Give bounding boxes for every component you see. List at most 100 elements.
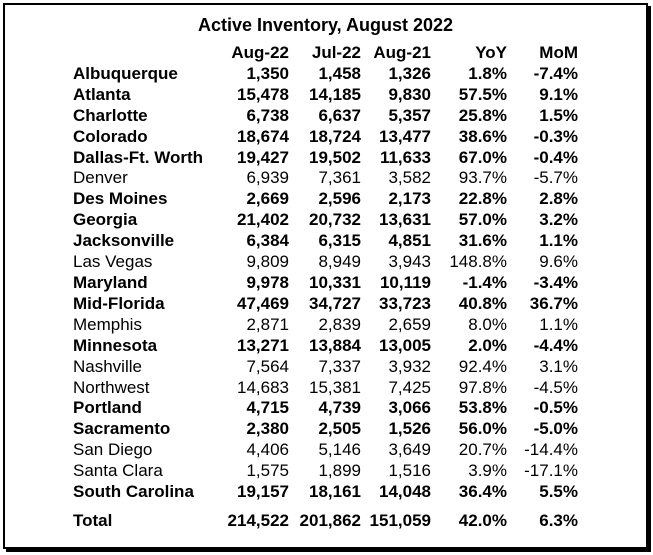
cell-jul22: 1,899 (318, 461, 361, 481)
cell-aug22: 9,978 (246, 272, 289, 292)
cell-yoy: 31.6% (458, 231, 507, 251)
cell-mom: 5.5% (539, 482, 578, 502)
cell-yoy: 2.0% (468, 335, 507, 355)
cell-mom: -7.4% (533, 63, 578, 83)
cell-name: Mid-Florida (73, 293, 165, 313)
cell-name: Georgia (73, 210, 138, 230)
table-row: Charlotte 6,738 6,637 5,357 25.8% 1.5% (69, 106, 578, 127)
cell-aug22: 4,406 (246, 440, 289, 460)
cell-jul22: 4,739 (318, 398, 361, 418)
cell-jul22: 7,361 (318, 168, 361, 188)
cell-jul22: 34,727 (309, 293, 361, 313)
cell-aug21: 3,582 (388, 168, 431, 188)
cell-name: San Diego (73, 440, 153, 460)
cell-jul22: 2,596 (318, 189, 361, 209)
cell-yoy: 92.4% (458, 356, 507, 376)
cell-aug21: 4,851 (388, 231, 431, 251)
table-title: Active Inventory, August 2022 (197, 15, 454, 35)
cell-aug21: 1,526 (388, 419, 431, 439)
cell-mom: 2.8% (539, 189, 578, 209)
cell-aug22: 7,564 (246, 356, 289, 376)
cell-aug22: 13,271 (237, 335, 289, 355)
cell-aug22: 6,384 (246, 231, 289, 251)
cell-name: Albuquerque (73, 63, 178, 83)
cell-mom: 36.7% (529, 293, 578, 313)
header-mom: MoM (539, 43, 578, 62)
cell-name: Northwest (73, 377, 150, 397)
cell-aug22: 14,683 (237, 377, 289, 397)
total-row: Total 214,522 201,862 151,059 42.0% 6.3% (69, 511, 578, 532)
cell-name: Maryland (73, 272, 148, 292)
cell-name: South Carolina (73, 482, 194, 502)
cell-aug21: 10,119 (379, 272, 431, 292)
cell-mom: -0.4% (533, 147, 578, 167)
cell-mom: -4.5% (533, 377, 578, 397)
cell-jul22: 8,949 (318, 252, 361, 272)
cell-aug22: 2,871 (246, 314, 289, 334)
table-row: Minnesota 13,271 13,884 13,005 2.0% -4.4% (69, 336, 578, 357)
cell-aug21: 151,059 (369, 510, 431, 530)
cell-mom: -0.3% (533, 126, 578, 146)
cell-aug22: 19,427 (237, 147, 289, 167)
cell-jul22: 14,185 (309, 84, 361, 104)
cell-yoy: 1.8% (468, 63, 507, 83)
header-yoy: YoY (475, 43, 507, 62)
cell-yoy: -1.4% (462, 272, 507, 292)
table-row: Colorado 18,674 18,724 13,477 38.6% -0.3% (69, 127, 578, 148)
cell-yoy: 53.8% (458, 398, 507, 418)
cell-aug21: 3,943 (388, 252, 431, 272)
cell-name: Memphis (73, 314, 142, 334)
cell-yoy: 97.8% (458, 377, 507, 397)
cell-aug22: 2,669 (246, 189, 289, 209)
header-jul22: Jul-22 (311, 43, 361, 62)
cell-yoy: 40.8% (458, 293, 507, 313)
cell-name: Minnesota (73, 335, 158, 355)
header-name (69, 43, 223, 64)
cell-yoy: 3.9% (468, 461, 507, 481)
cell-name: Sacramento (73, 419, 171, 439)
cell-name: Denver (73, 168, 128, 188)
cell-aug21: 14,048 (379, 482, 431, 502)
cell-aug22: 18,674 (237, 126, 289, 146)
cell-aug21: 5,357 (388, 105, 431, 125)
table-row: Atlanta 15,478 14,185 9,830 57.5% 9.1% (69, 85, 578, 106)
table-row: Northwest 14,683 15,381 7,425 97.8% -4.5% (69, 378, 578, 399)
table-row: Nashville 7,564 7,337 3,932 92.4% 3.1% (69, 357, 578, 378)
cell-jul22: 201,862 (299, 510, 361, 530)
cell-name: Nashville (73, 356, 142, 376)
cell-mom: -17.1% (524, 461, 578, 481)
cell-jul22: 2,505 (318, 419, 361, 439)
cell-mom: -0.5% (533, 398, 578, 418)
cell-mom: 9.6% (539, 252, 578, 272)
cell-mom: 1.1% (539, 314, 578, 334)
cell-yoy: 25.8% (458, 105, 507, 125)
cell-jul22: 6,315 (318, 231, 361, 251)
cell-yoy: 56.0% (458, 419, 507, 439)
cell-name: Jacksonville (73, 231, 175, 251)
cell-name: Portland (73, 398, 142, 418)
cell-mom: 6.3% (539, 510, 578, 530)
cell-aug21: 33,723 (379, 293, 431, 313)
cell-name: Dallas-Ft. Worth (73, 147, 204, 167)
cell-jul22: 18,724 (309, 126, 361, 146)
cell-jul22: 15,381 (309, 377, 361, 397)
spacer-row (69, 503, 578, 511)
cell-mom: 9.1% (539, 84, 578, 104)
table-row: Dallas-Ft. Worth 19,427 19,502 11,633 67.0% -… (69, 148, 578, 169)
cell-aug21: 2,659 (388, 314, 431, 334)
cell-aug22: 1,350 (246, 63, 289, 83)
cell-mom: -5.7% (533, 168, 578, 188)
cell-yoy: 57.5% (458, 84, 507, 104)
table-row: Las Vegas 9,809 8,949 3,943 148.8% 9.6% (69, 252, 578, 273)
cell-aug21: 3,649 (388, 440, 431, 460)
cell-yoy: 148.8% (449, 252, 507, 272)
header-aug21: Aug-21 (373, 43, 431, 62)
cell-aug22: 15,478 (237, 84, 289, 104)
table-row: Denver 6,939 7,361 3,582 93.7% -5.7% (69, 168, 578, 189)
cell-aug22: 47,469 (237, 293, 289, 313)
table-row: Maryland 9,978 10,331 10,119 -1.4% -3.4% (69, 273, 578, 294)
cell-mom: 3.2% (539, 210, 578, 230)
table-row: Mid-Florida 47,469 34,727 33,723 40.8% 36.7% (69, 294, 578, 315)
cell-jul22: 6,637 (318, 105, 361, 125)
cell-aug21: 9,830 (388, 84, 431, 104)
